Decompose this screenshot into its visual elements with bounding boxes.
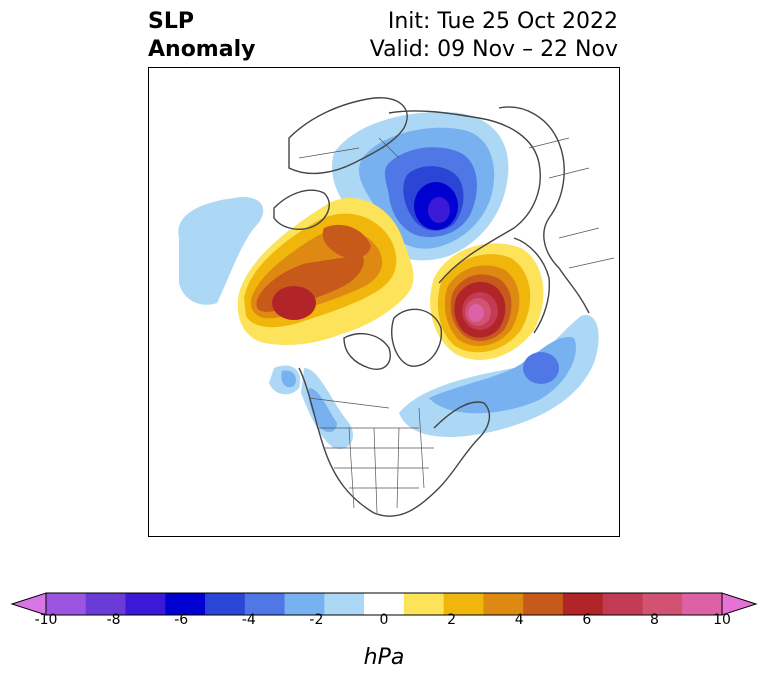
colorbar-tick-label: 2	[447, 612, 456, 626]
map-dates: Init: Tue 25 Oct 2022 Valid: 09 Nov – 22…	[370, 8, 618, 64]
colorbar-bin	[244, 593, 286, 615]
colorbar-bin	[562, 593, 604, 615]
coastlines	[273, 97, 590, 517]
coastline-greenland	[391, 308, 443, 367]
title-line-1: SLP	[148, 9, 194, 34]
colorbar-bin	[523, 593, 564, 615]
colorbar-tick-label: -6	[174, 612, 188, 626]
colorbar-bin	[205, 593, 246, 615]
colorbar: -10 -8 -6 -4 -2 0 2 4 6 8 10	[10, 592, 758, 626]
colorbar-tick-label: 10	[713, 612, 731, 626]
coastline-north-america	[298, 367, 491, 517]
colorbar-tick-label: 8	[650, 612, 659, 626]
colorbar-bin	[364, 593, 405, 615]
init-date: Init: Tue 25 Oct 2022	[387, 9, 618, 34]
colorbar-bin	[85, 593, 127, 615]
colorbar-bin	[284, 593, 325, 615]
colorbar-bin	[602, 593, 643, 615]
anomaly-alaska-high-core	[272, 286, 316, 320]
coastline-siberia	[288, 97, 408, 175]
anomaly-sw-low-inner	[281, 370, 296, 388]
anomaly-atlantic-low-core	[523, 352, 559, 384]
anomaly-alaska-high-5	[322, 224, 371, 258]
coastline-asia-east	[498, 106, 590, 314]
valid-range: Valid: 09 Nov – 22 Nov	[369, 37, 618, 62]
colorbar-tick-label: -2	[309, 612, 323, 626]
colorbar-tick-label: -4	[242, 612, 256, 626]
colorbar-bin	[682, 593, 723, 615]
colorbar-bin	[642, 593, 683, 615]
coastline-alaska	[273, 189, 330, 230]
coastline-eurasia	[388, 110, 541, 284]
anomaly-pacific-low	[178, 197, 264, 305]
colorbar-bins	[46, 593, 723, 615]
colorbar-bin	[403, 593, 445, 615]
colorbar-tick-label: 6	[582, 612, 591, 626]
colorbar-bin	[165, 593, 206, 615]
colorbar-bin	[125, 593, 166, 615]
title-line-2: Anomaly	[148, 37, 256, 62]
colorbar-bin	[483, 593, 524, 615]
colorbar-tick-label: -10	[35, 612, 58, 626]
coastline-hudson-bay	[343, 332, 391, 370]
colorbar-unit: hPa	[363, 645, 405, 670]
slp-anomaly-map	[148, 67, 620, 537]
colorbar-tick-label: 0	[380, 612, 389, 626]
positive-anomaly-fields	[237, 197, 544, 360]
border-lines	[298, 137, 615, 514]
map-title: SLP Anomaly	[148, 8, 255, 64]
coastline-europe-west	[513, 237, 551, 334]
country-borders	[298, 137, 615, 514]
colorbar-bin	[46, 593, 87, 615]
colorbar-tick-labels: -10 -8 -6 -4 -2 0 2 4 6 8 10	[35, 612, 731, 626]
colorbar-bin	[443, 593, 484, 615]
colorbar-tick-label: -8	[107, 612, 121, 626]
colorbar-tick-label: 4	[515, 612, 524, 626]
colorbar-bin	[324, 593, 365, 615]
anomaly-siberia-low-center	[428, 197, 450, 223]
map-canvas	[178, 97, 615, 517]
anomaly-europe-high-core	[468, 304, 484, 322]
colorbar-outline	[45, 592, 723, 616]
